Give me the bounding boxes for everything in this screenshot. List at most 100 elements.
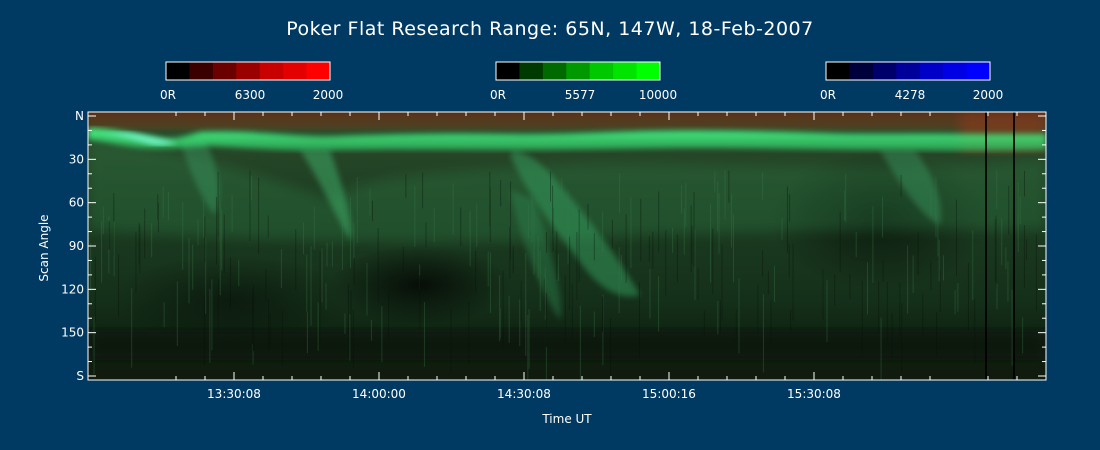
texture-streak bbox=[683, 208, 685, 255]
colorbar-red: 0R 6300 2000 bbox=[160, 61, 344, 102]
texture-streak bbox=[295, 229, 297, 291]
texture-streak bbox=[500, 180, 502, 207]
colorbar-frame bbox=[495, 61, 661, 81]
texture-streak bbox=[167, 191, 169, 221]
texture-streak bbox=[712, 228, 714, 294]
texture-streak bbox=[844, 190, 846, 221]
texture-streak bbox=[231, 195, 233, 232]
texture-streak bbox=[690, 205, 692, 272]
texture-streak bbox=[419, 264, 421, 291]
colorbar-swatch bbox=[306, 62, 331, 80]
texture-streak bbox=[955, 199, 957, 276]
texture-streak bbox=[611, 219, 613, 249]
texture-streak bbox=[648, 236, 650, 262]
texture-streak bbox=[499, 308, 501, 339]
texture-streak bbox=[422, 172, 424, 209]
texture-streak bbox=[475, 250, 477, 293]
chart-title: Poker Flat Research Range: 65N, 147W, 18… bbox=[286, 18, 814, 40]
colorbar-red-label: 2000 bbox=[313, 88, 344, 102]
texture-streak bbox=[509, 226, 511, 279]
texture-streak bbox=[306, 311, 308, 354]
colorbar-swatch bbox=[966, 62, 991, 80]
colorbar-blue-label: 0R bbox=[820, 88, 836, 102]
texture-streak bbox=[238, 259, 240, 287]
texture-streak bbox=[649, 269, 651, 319]
texture-streak bbox=[556, 231, 558, 280]
texture-streak bbox=[162, 186, 164, 218]
texture-streak bbox=[697, 268, 699, 300]
texture-streak bbox=[310, 246, 312, 326]
texture-streak bbox=[1007, 261, 1009, 302]
texture-streak bbox=[733, 214, 735, 283]
texture-streak bbox=[552, 207, 554, 252]
texture-streak bbox=[788, 243, 790, 278]
texture-streak bbox=[402, 246, 404, 272]
texture-streak bbox=[545, 292, 547, 348]
texture-streak bbox=[313, 206, 315, 250]
colorbar-swatch bbox=[872, 62, 897, 80]
texture-streak bbox=[703, 310, 705, 337]
colorbar-swatch bbox=[566, 62, 591, 80]
texture-streak bbox=[861, 280, 863, 357]
texture-streak bbox=[321, 248, 323, 303]
texture-streak bbox=[205, 236, 207, 314]
texture-streak bbox=[349, 314, 351, 361]
texture-streak bbox=[182, 201, 184, 270]
texture-streak bbox=[377, 227, 379, 303]
texture-streak bbox=[917, 232, 919, 276]
x-tick-label: 13:30:08 bbox=[207, 387, 261, 401]
texture-streak bbox=[773, 265, 775, 302]
colorbar-red-label: 0R bbox=[160, 88, 176, 102]
colorbar-green-label: 10000 bbox=[639, 88, 677, 102]
texture-streak bbox=[217, 278, 219, 334]
texture-streak bbox=[936, 312, 938, 356]
x-tick-label: 14:00:00 bbox=[352, 387, 406, 401]
texture-streak bbox=[508, 295, 510, 343]
texture-streak bbox=[790, 309, 792, 332]
texture-streak bbox=[250, 175, 252, 201]
colorbar-swatch bbox=[943, 62, 968, 80]
texture-streak bbox=[139, 225, 141, 274]
colorbar-blue-label: 4278 bbox=[895, 88, 926, 102]
texture-streak bbox=[460, 207, 462, 247]
texture-streak bbox=[252, 317, 254, 365]
texture-streak bbox=[930, 261, 932, 290]
texture-streak bbox=[216, 197, 218, 265]
texture-streak bbox=[317, 302, 319, 351]
texture-streak bbox=[550, 171, 552, 202]
texture-streak bbox=[531, 193, 533, 243]
texture-streak bbox=[204, 216, 206, 263]
texture-streak bbox=[113, 193, 115, 256]
texture-streak bbox=[658, 276, 660, 332]
texture-streak bbox=[533, 207, 535, 275]
texture-streak bbox=[680, 191, 682, 213]
auroral-keogram-image bbox=[88, 112, 1046, 380]
colorbar-frame bbox=[165, 61, 331, 81]
texture-streak bbox=[537, 236, 539, 279]
texture-streak bbox=[280, 249, 282, 289]
texture-streak bbox=[557, 254, 559, 282]
y-axis-label: Scan Angle bbox=[37, 214, 51, 281]
texture-streak bbox=[939, 270, 941, 313]
texture-streak bbox=[567, 190, 569, 264]
texture-streak bbox=[545, 316, 547, 380]
texture-streak bbox=[469, 212, 471, 233]
texture-streak bbox=[767, 271, 769, 295]
texture-streak bbox=[878, 281, 880, 334]
texture-streak bbox=[489, 187, 491, 242]
texture-streak bbox=[326, 242, 328, 267]
texture-streak bbox=[366, 262, 368, 316]
colorbar-green: 0R 5577 10000 bbox=[490, 61, 677, 102]
colorbar-swatch bbox=[166, 62, 190, 80]
texture-streak bbox=[717, 301, 719, 335]
texture-streak bbox=[834, 273, 836, 307]
colorbar-swatch bbox=[589, 62, 614, 80]
texture-streak bbox=[619, 173, 621, 214]
texture-streak bbox=[353, 222, 355, 263]
texture-streak bbox=[618, 247, 620, 314]
colorbar-swatch bbox=[212, 62, 237, 80]
texture-streak bbox=[639, 282, 641, 358]
texture-streak bbox=[192, 244, 194, 290]
texture-streak bbox=[665, 230, 667, 296]
colorbar-blue-label: 2000 bbox=[973, 88, 1004, 102]
